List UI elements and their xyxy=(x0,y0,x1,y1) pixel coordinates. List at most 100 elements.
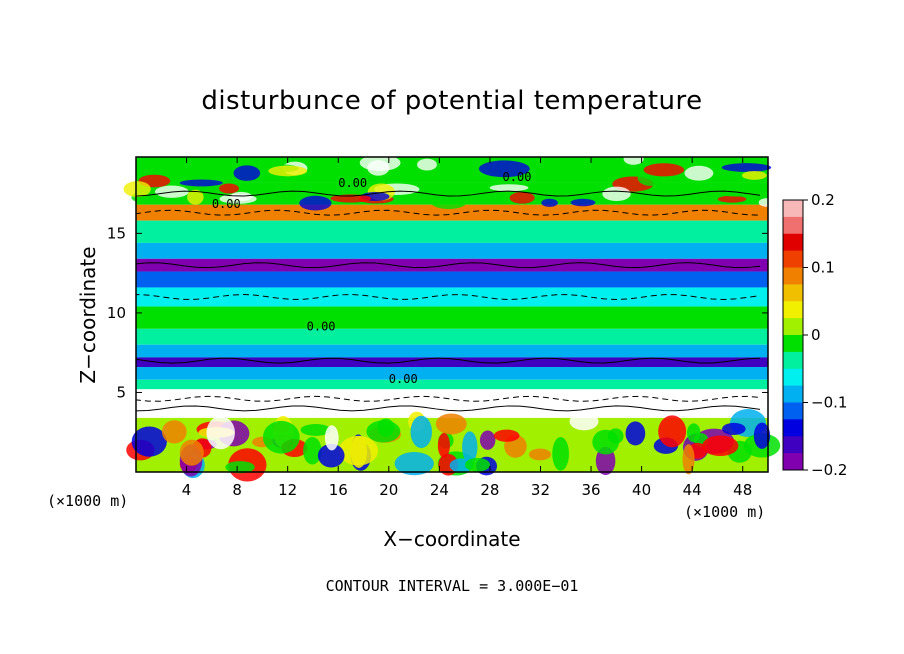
field-band-5 xyxy=(136,258,768,272)
colorbar-swatch xyxy=(783,233,803,252)
colorbar-swatch xyxy=(783,436,803,454)
field-band-6 xyxy=(136,271,768,288)
upper-turbulence-blob xyxy=(218,183,239,194)
upper-turbulence-blob xyxy=(717,195,747,203)
upper-turbulence-blob xyxy=(219,193,257,204)
upper-turbulence-blob xyxy=(478,160,530,178)
lower-turbulence-blob xyxy=(435,413,467,435)
upper-turbulence-blob xyxy=(489,184,529,192)
contour-line xyxy=(135,395,761,402)
colorbar-tick-label: 0.2 xyxy=(811,191,835,209)
upper-turbulence-blob xyxy=(684,165,714,181)
contour-label: 0.00 xyxy=(307,319,336,333)
colorbar-swatch xyxy=(783,318,803,336)
upper-turbulence-blob xyxy=(712,182,760,197)
x-tick-label: 12 xyxy=(278,481,297,499)
upper-turbulence-blob xyxy=(233,165,261,181)
field-band-10 xyxy=(136,344,768,358)
lower-turbulence-blob xyxy=(394,451,434,476)
colorbar-swatch xyxy=(783,419,803,437)
x-tick-label: 40 xyxy=(632,481,651,499)
lower-turbulence-blob xyxy=(479,430,496,450)
contour-line xyxy=(135,357,761,364)
x-tick-label: 24 xyxy=(430,481,449,499)
contour-interval-note: CONTOUR INTERVAL = 3.000E−01 xyxy=(325,577,579,595)
colorbar-tick-label: 0 xyxy=(811,326,821,344)
upper-turbulence-blob xyxy=(758,198,776,207)
lower-turbulence-blob xyxy=(595,446,616,476)
field-band-2 xyxy=(136,204,768,221)
lower-turbulence-blob xyxy=(462,431,478,463)
colorbar-tick-label: −0.2 xyxy=(811,461,847,479)
field-band-4 xyxy=(136,242,768,259)
colorbar-swatch xyxy=(783,402,803,420)
lower-turbulence-blob xyxy=(569,412,599,431)
upper-turbulence-blob xyxy=(643,163,685,177)
x-tick-label: 48 xyxy=(733,481,752,499)
lower-turbulence-blob xyxy=(338,435,379,466)
colorbar-swatch xyxy=(783,216,803,235)
upper-turbulence-blob xyxy=(602,186,631,202)
lower-turbulence-blob xyxy=(317,443,345,468)
upper-turbulence-blob xyxy=(187,189,204,205)
x-tick-label: 28 xyxy=(480,481,499,499)
field-band-13 xyxy=(136,379,768,390)
lower-turbulence-blob xyxy=(528,448,551,461)
lower-turbulence-blob xyxy=(206,416,235,450)
field-band-12 xyxy=(136,367,768,380)
upper-turbulence-blob xyxy=(570,198,596,207)
lower-turbulence-blob xyxy=(437,432,450,458)
lower-turbulence-blob xyxy=(179,439,204,466)
colorbar-swatch xyxy=(783,267,803,285)
lower-turbulence-blob xyxy=(161,420,187,444)
x-unit-label-left: (×1000 m) xyxy=(47,492,129,510)
upper-turbulence-blob xyxy=(509,191,535,204)
upper-turbulence-blob xyxy=(268,165,308,177)
chart-title: disturbunce of potential temperature xyxy=(201,86,703,116)
colorbar-swatch xyxy=(783,301,803,319)
x-tick-label: 20 xyxy=(379,481,398,499)
lower-turbulence-blob xyxy=(131,426,167,457)
x-unit-label-right: (×1000 m) xyxy=(684,503,766,521)
x-tick-label: 16 xyxy=(329,481,348,499)
lower-turbulence-blob xyxy=(300,424,331,436)
field-band-9 xyxy=(136,328,768,345)
colorbar-tick-label: 0.1 xyxy=(811,259,835,277)
contour-line xyxy=(135,190,761,197)
lower-turbulence-blob xyxy=(722,422,746,435)
upper-turbulence-blob xyxy=(623,153,644,165)
lower-turbulence-blob xyxy=(303,436,322,465)
field-band-8 xyxy=(136,306,768,329)
lower-turbulence-blob xyxy=(262,420,300,454)
colorbar-swatch xyxy=(783,453,803,471)
lower-turbulence-blob xyxy=(324,425,339,451)
lower-turbulence-blob xyxy=(410,415,433,449)
lower-turbulence-blob xyxy=(753,422,771,449)
contour-line xyxy=(135,262,761,269)
lower-turbulence-blob xyxy=(682,444,695,475)
upper-turbulence-blob xyxy=(299,195,332,211)
lower-turbulence-blob xyxy=(552,436,570,471)
contour-label: 0.00 xyxy=(212,197,241,211)
x-tick-label: 8 xyxy=(232,481,242,499)
contour-line xyxy=(135,209,761,216)
x-tick-label: 36 xyxy=(581,481,600,499)
upper-turbulence-blob xyxy=(367,160,390,176)
colorbar-swatch xyxy=(783,351,803,370)
contour-line xyxy=(135,293,761,300)
lower-turbulence-blob xyxy=(702,435,739,457)
field-band-3 xyxy=(136,220,768,243)
lower-turbulence-blob xyxy=(465,457,490,472)
contour-line xyxy=(135,405,761,412)
upper-turbulence-blob xyxy=(330,194,372,203)
field-band-11 xyxy=(136,357,768,367)
upper-turbulence-blob xyxy=(179,179,223,187)
colorbar-swatch xyxy=(783,385,803,403)
lower-turbulence-blob xyxy=(493,429,520,442)
y-tick-label: 5 xyxy=(116,383,126,401)
lower-turbulence-blob xyxy=(658,415,687,448)
upper-turbulence-blob xyxy=(430,194,467,210)
y-tick-label: 10 xyxy=(107,304,126,322)
x-tick-label: 44 xyxy=(683,481,702,499)
